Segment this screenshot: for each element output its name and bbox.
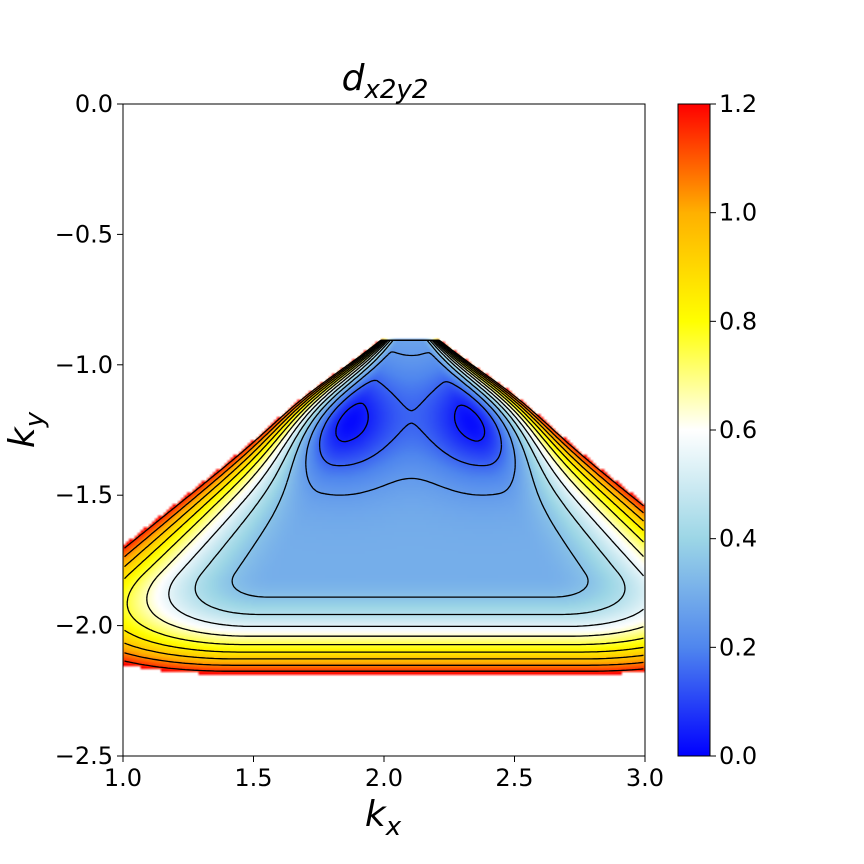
contour-line-11 [124, 339, 644, 672]
title-base: d [342, 58, 366, 99]
heatmap-plot [122, 103, 646, 757]
y-tick-label: −2.0 [55, 612, 113, 640]
colorbar-tick-label: 0.2 [719, 633, 757, 661]
x-label-base: k [365, 794, 388, 835]
colorbar-tick-label: 0.6 [719, 416, 757, 444]
y-label-base: k [2, 425, 43, 448]
x-label-subscript: x [385, 812, 402, 842]
contour-line-2 [305, 351, 516, 496]
svg-text:dx2y2: dx2y2 [342, 58, 429, 105]
colorbar-tick-label: 0.8 [719, 307, 757, 335]
svg-text:ky: ky [2, 411, 50, 448]
colorbar-tick-label: 1.0 [719, 199, 757, 227]
title-subscript: x2y2 [364, 75, 429, 105]
heatmap-field [123, 104, 645, 756]
y-tick-label: −0.5 [55, 220, 113, 248]
y-axis: 0.0 −0.5 −1.0 −1.5 −2.0 −2.5 [55, 90, 123, 770]
y-axis-label: ky [2, 411, 50, 448]
x-axis: 1.0 1.5 2.0 2.5 3.0 [104, 756, 664, 792]
colorbar: 0.0 0.2 0.4 0.6 0.8 1.0 1.2 [677, 90, 757, 770]
x-tick-label: 3.0 [626, 764, 664, 792]
contour-line-0 [335, 402, 486, 443]
x-tick-label: 2.5 [495, 764, 533, 792]
colorbar-tick-label: 0.4 [719, 525, 757, 553]
colorbar-tick-label: 0.0 [719, 742, 757, 770]
y-tick-label: −2.5 [55, 742, 113, 770]
chart-title: dx2y2 [342, 58, 429, 105]
x-tick-label: 1.0 [104, 764, 142, 792]
svg-text:kx: kx [365, 794, 402, 842]
contour-lines [124, 339, 645, 672]
y-tick-label: 0.0 [75, 90, 113, 118]
y-tick-label: −1.0 [55, 351, 113, 379]
colorbar-ticks: 0.0 0.2 0.4 0.6 0.8 1.0 1.2 [710, 90, 757, 770]
contour-line-1 [318, 379, 503, 467]
y-label-subscript: y [20, 411, 50, 428]
colorbar-scale [677, 103, 711, 757]
x-axis-label: kx [365, 794, 402, 842]
x-tick-label: 1.5 [234, 764, 272, 792]
y-tick-label: −1.5 [55, 481, 113, 509]
colorbar-tick-label: 1.2 [719, 90, 757, 118]
x-tick-label: 2.0 [365, 764, 403, 792]
